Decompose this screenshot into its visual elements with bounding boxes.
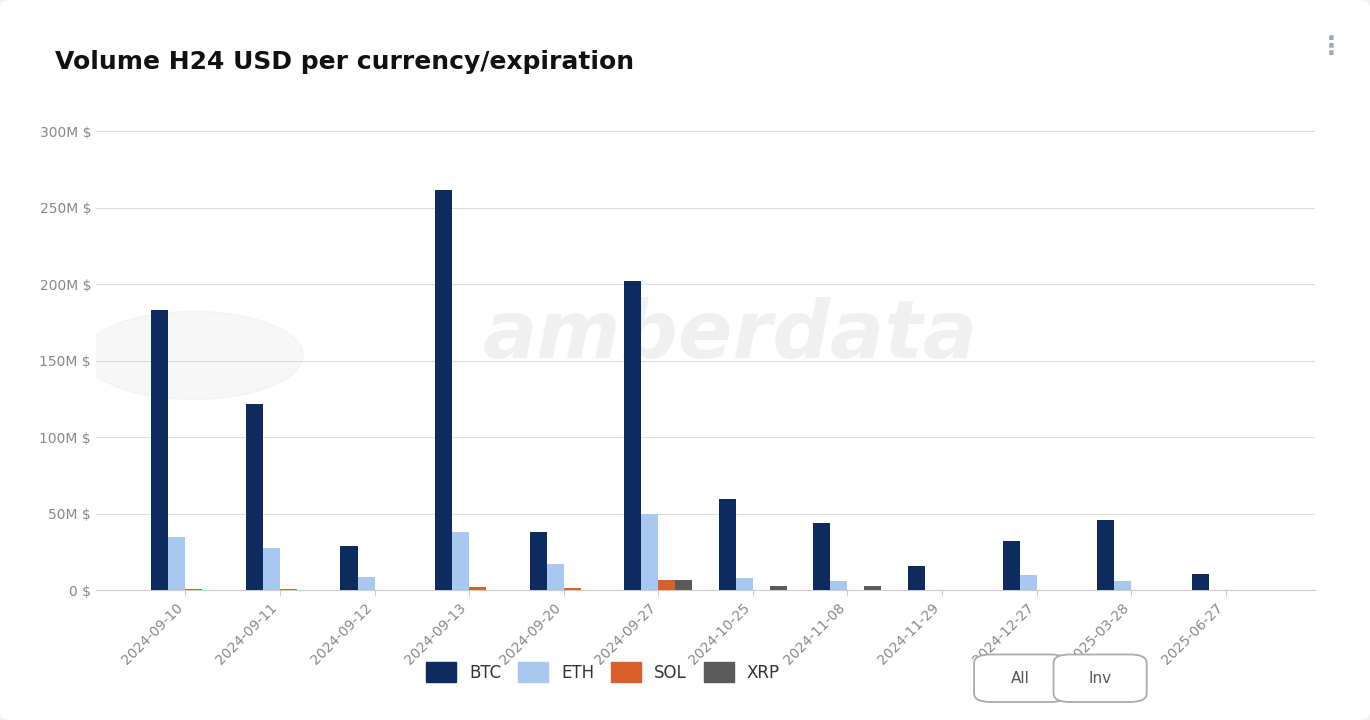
Text: ⋮: ⋮ (1319, 35, 1344, 59)
Bar (864, 586, 881, 590)
Bar (658, 580, 675, 590)
Bar (547, 564, 563, 590)
Bar (814, 523, 830, 590)
Bar (641, 514, 658, 590)
Bar (185, 589, 203, 590)
Bar (736, 578, 754, 590)
Bar (436, 189, 452, 590)
Bar (1097, 520, 1114, 590)
Bar (675, 580, 692, 590)
Bar (530, 532, 547, 590)
Circle shape (84, 311, 303, 400)
Bar (908, 566, 925, 590)
Bar (452, 532, 469, 590)
Bar (151, 310, 169, 590)
Bar (245, 404, 263, 590)
Bar (1019, 575, 1037, 590)
Bar (1192, 574, 1208, 590)
Bar (830, 581, 848, 590)
Bar (358, 577, 374, 590)
Bar (469, 588, 486, 590)
Bar (1003, 541, 1019, 590)
Legend: BTC, ETH, SOL, XRP: BTC, ETH, SOL, XRP (418, 654, 788, 690)
Bar (341, 546, 358, 590)
Bar (563, 588, 581, 590)
Text: amberdata: amberdata (482, 297, 978, 375)
Bar (719, 498, 736, 590)
Bar (625, 282, 641, 590)
Text: Inv: Inv (1089, 671, 1111, 685)
Bar (263, 547, 279, 590)
Bar (1114, 581, 1132, 590)
Bar (169, 537, 185, 590)
Bar (770, 586, 786, 590)
Text: All: All (1011, 671, 1030, 685)
Text: Volume H24 USD per currency/expiration: Volume H24 USD per currency/expiration (55, 50, 634, 74)
Bar (279, 589, 297, 590)
